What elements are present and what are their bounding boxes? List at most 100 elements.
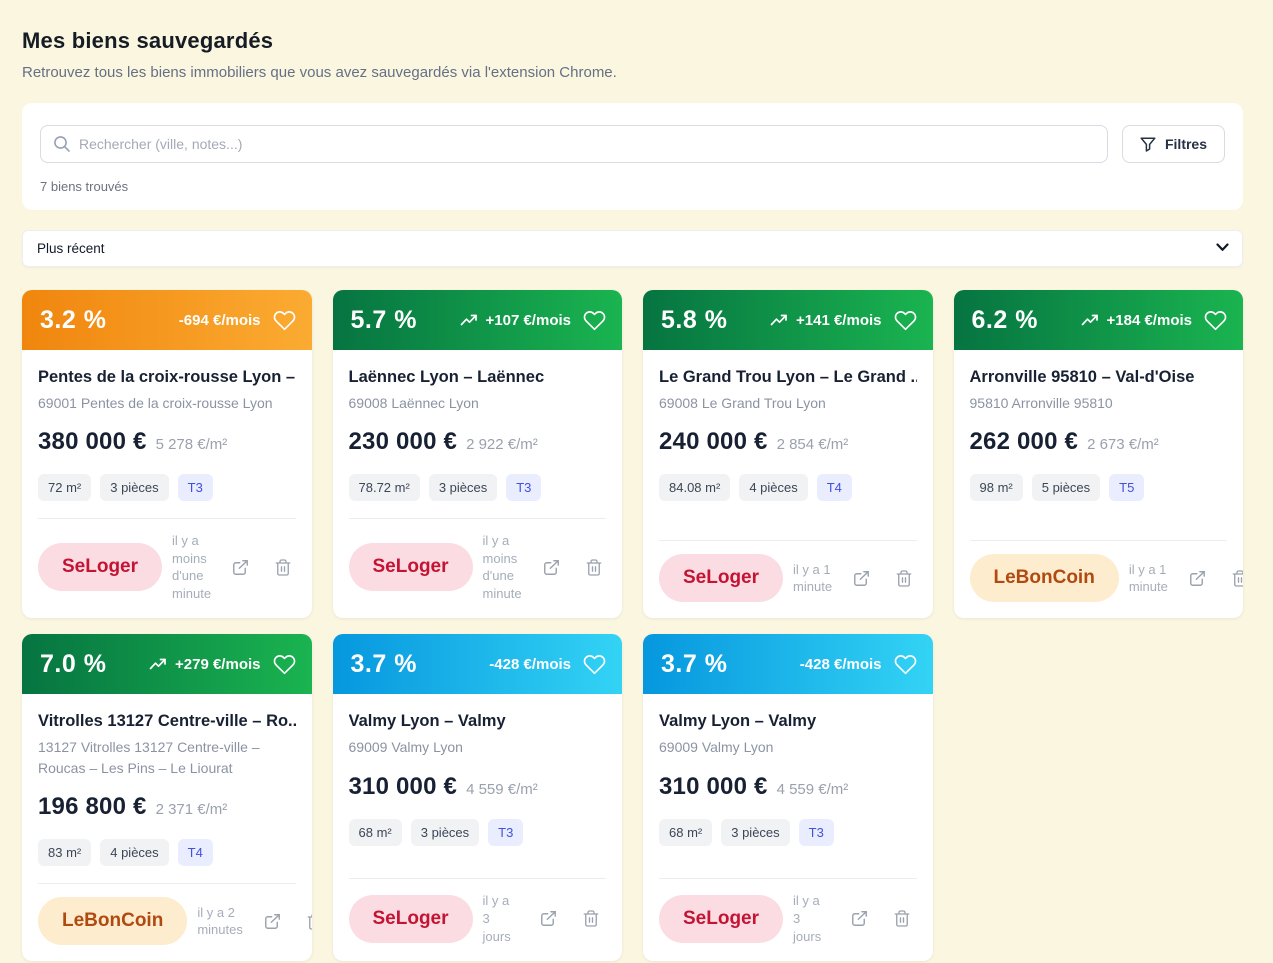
favorite-button[interactable] [583,653,606,676]
property-card[interactable]: 6.2 % +184 €/mois Arronville 95810 – Val… [953,290,1243,619]
heart-icon [273,655,295,675]
open-listing-button[interactable] [539,909,558,928]
rooms-tag: 3 pièces [428,474,498,502]
property-price: 310 000 € [348,772,458,800]
type-tag: T3 [506,474,542,502]
card-footer: SeLoger il y a 3 jours [348,861,606,945]
property-card[interactable]: 3.2 % -694 €/mois Pentes de la croix-rou… [22,290,312,619]
filters-button[interactable]: Filtres [1121,125,1225,163]
property-title: Laënnec Lyon – Laënnec [348,368,545,386]
cashflow-value: +184 €/mois [1106,311,1192,329]
property-title: Valmy Lyon – Valmy [659,712,817,731]
open-listing-button[interactable] [231,558,250,577]
property-card[interactable]: 7.0 % +279 €/mois Vitrolles 13127 Centre… [22,634,312,962]
search-input[interactable] [40,125,1108,163]
type-tag: T3 [798,818,834,846]
yield-badge: 5.8 % [661,305,728,334]
property-location: 13127 Vitrolles 13127 Centre-ville – Rou… [38,739,260,776]
open-listing-button[interactable] [850,909,869,928]
source-badge[interactable]: LeBonCoin [38,897,188,946]
card-header: 5.7 % +107 €/mois [332,290,622,350]
property-card[interactable]: 3.7 % -428 €/mois Valmy Lyon – Valmy 690… [332,634,622,962]
yield-badge: 3.2 % [40,305,107,334]
delete-button[interactable] [893,909,911,928]
source-badge[interactable]: SeLoger [659,554,784,603]
delete-button[interactable] [274,558,292,577]
delete-button[interactable] [306,912,312,931]
external-link-icon [233,559,248,575]
open-listing-button[interactable] [1188,569,1207,588]
open-listing-button[interactable] [263,912,282,931]
type-tag: T4 [177,839,213,867]
delete-button[interactable] [585,558,603,577]
open-listing-button[interactable] [542,558,561,577]
saved-ago: il y a moins d'une minute [172,533,212,601]
favorite-button[interactable] [1204,309,1227,332]
card-footer: SeLoger il y a 1 minute [659,523,917,603]
card-header: 3.7 % -428 €/mois [643,634,933,695]
search-panel: Filtres 7 biens trouvés [22,103,1243,210]
trash-icon [307,913,312,930]
property-title: Valmy Lyon – Valmy [348,712,506,731]
surface-tag: 84.08 m² [659,474,731,502]
cashflow-value: -428 €/mois [799,655,882,673]
property-card[interactable]: 3.7 % -428 €/mois Valmy Lyon – Valmy 690… [643,634,933,962]
property-card[interactable]: 5.8 % +141 €/mois Le Grand Trou Lyon – L… [643,290,933,619]
surface-tag: 98 m² [969,474,1023,502]
open-listing-button[interactable] [852,569,871,588]
property-price: 262 000 € [969,428,1079,456]
tags-row: 68 m² 3 pièces T3 [348,818,607,846]
type-tag: T3 [488,818,524,846]
favorite-button[interactable] [583,309,606,332]
card-body: Valmy Lyon – Valmy 69009 Valmy Lyon 310 … [643,694,933,961]
card-footer: LeBonCoin il y a 1 minute [969,523,1243,603]
saved-ago: il y a moins d'une minute [482,533,522,601]
property-card[interactable]: 5.7 % +107 €/mois Laënnec Lyon – Laënnec… [332,290,622,619]
external-link-icon [264,913,280,929]
card-body: Vitrolles 13127 Centre-ville – Ro... 131… [22,694,312,961]
source-badge[interactable]: SeLoger [659,894,784,943]
sort-select[interactable]: Plus récent [22,230,1243,267]
external-link-icon [543,559,559,575]
rooms-tag: 3 pièces [410,818,480,846]
source-badge[interactable]: SeLoger [348,543,473,592]
type-tag: T3 [177,474,213,502]
heart-icon [894,310,916,330]
delete-button[interactable] [582,909,600,928]
source-badge[interactable]: LeBonCoin [969,554,1119,603]
tags-row: 72 m² 3 pièces T3 [38,474,296,502]
property-title: Pentes de la croix-rousse Lyon – ... [38,368,296,386]
property-location: 69009 Valmy Lyon [659,739,774,756]
delete-button[interactable] [895,569,913,588]
source-badge[interactable]: SeLoger [38,543,163,592]
price-per-m2: 4 559 €/m² [466,780,538,798]
surface-tag: 83 m² [38,839,92,867]
favorite-button[interactable] [894,653,917,676]
property-title: Vitrolles 13127 Centre-ville – Ro... [38,712,296,731]
heart-icon [273,310,295,330]
card-header: 5.8 % +141 €/mois [643,290,933,350]
saved-ago: il y a 1 minute [793,561,833,595]
trash-icon [586,559,601,576]
yield-badge: 7.0 % [40,649,107,678]
favorite-button[interactable] [894,309,917,332]
delete-button[interactable] [1231,569,1243,588]
card-body: Arronville 95810 – Val-d'Oise 95810 Arro… [954,350,1243,618]
trend-up-icon [460,314,477,326]
filter-icon [1140,136,1156,152]
favorite-button[interactable] [273,309,296,332]
filters-button-label: Filtres [1164,136,1207,152]
property-title: Le Grand Trou Lyon – Le Grand ... [659,368,917,386]
price-per-m2: 2 922 €/m² [466,436,538,454]
yield-badge: 5.7 % [350,305,417,334]
type-tag: T5 [1109,474,1145,502]
property-price: 230 000 € [348,428,458,456]
price-per-m2: 2 854 €/m² [776,436,849,454]
favorite-button[interactable] [273,653,296,676]
trend-up-icon [149,659,166,670]
tags-row: 78.72 m² 3 pièces T3 [348,474,607,502]
source-badge[interactable]: SeLoger [348,894,473,943]
heart-icon [894,655,916,675]
cashflow-value: +141 €/mois [796,311,882,329]
rooms-tag: 5 pièces [1031,474,1101,502]
